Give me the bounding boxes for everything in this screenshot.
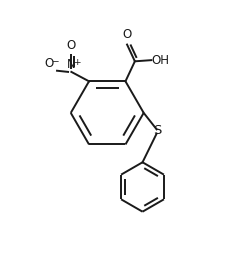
Text: +: + xyxy=(73,58,80,67)
Text: O: O xyxy=(67,39,76,52)
Text: O: O xyxy=(44,57,53,70)
Text: −: − xyxy=(51,56,58,65)
Text: OH: OH xyxy=(152,54,170,67)
Text: O: O xyxy=(122,28,131,41)
Text: S: S xyxy=(153,124,162,137)
Text: N: N xyxy=(67,58,76,71)
